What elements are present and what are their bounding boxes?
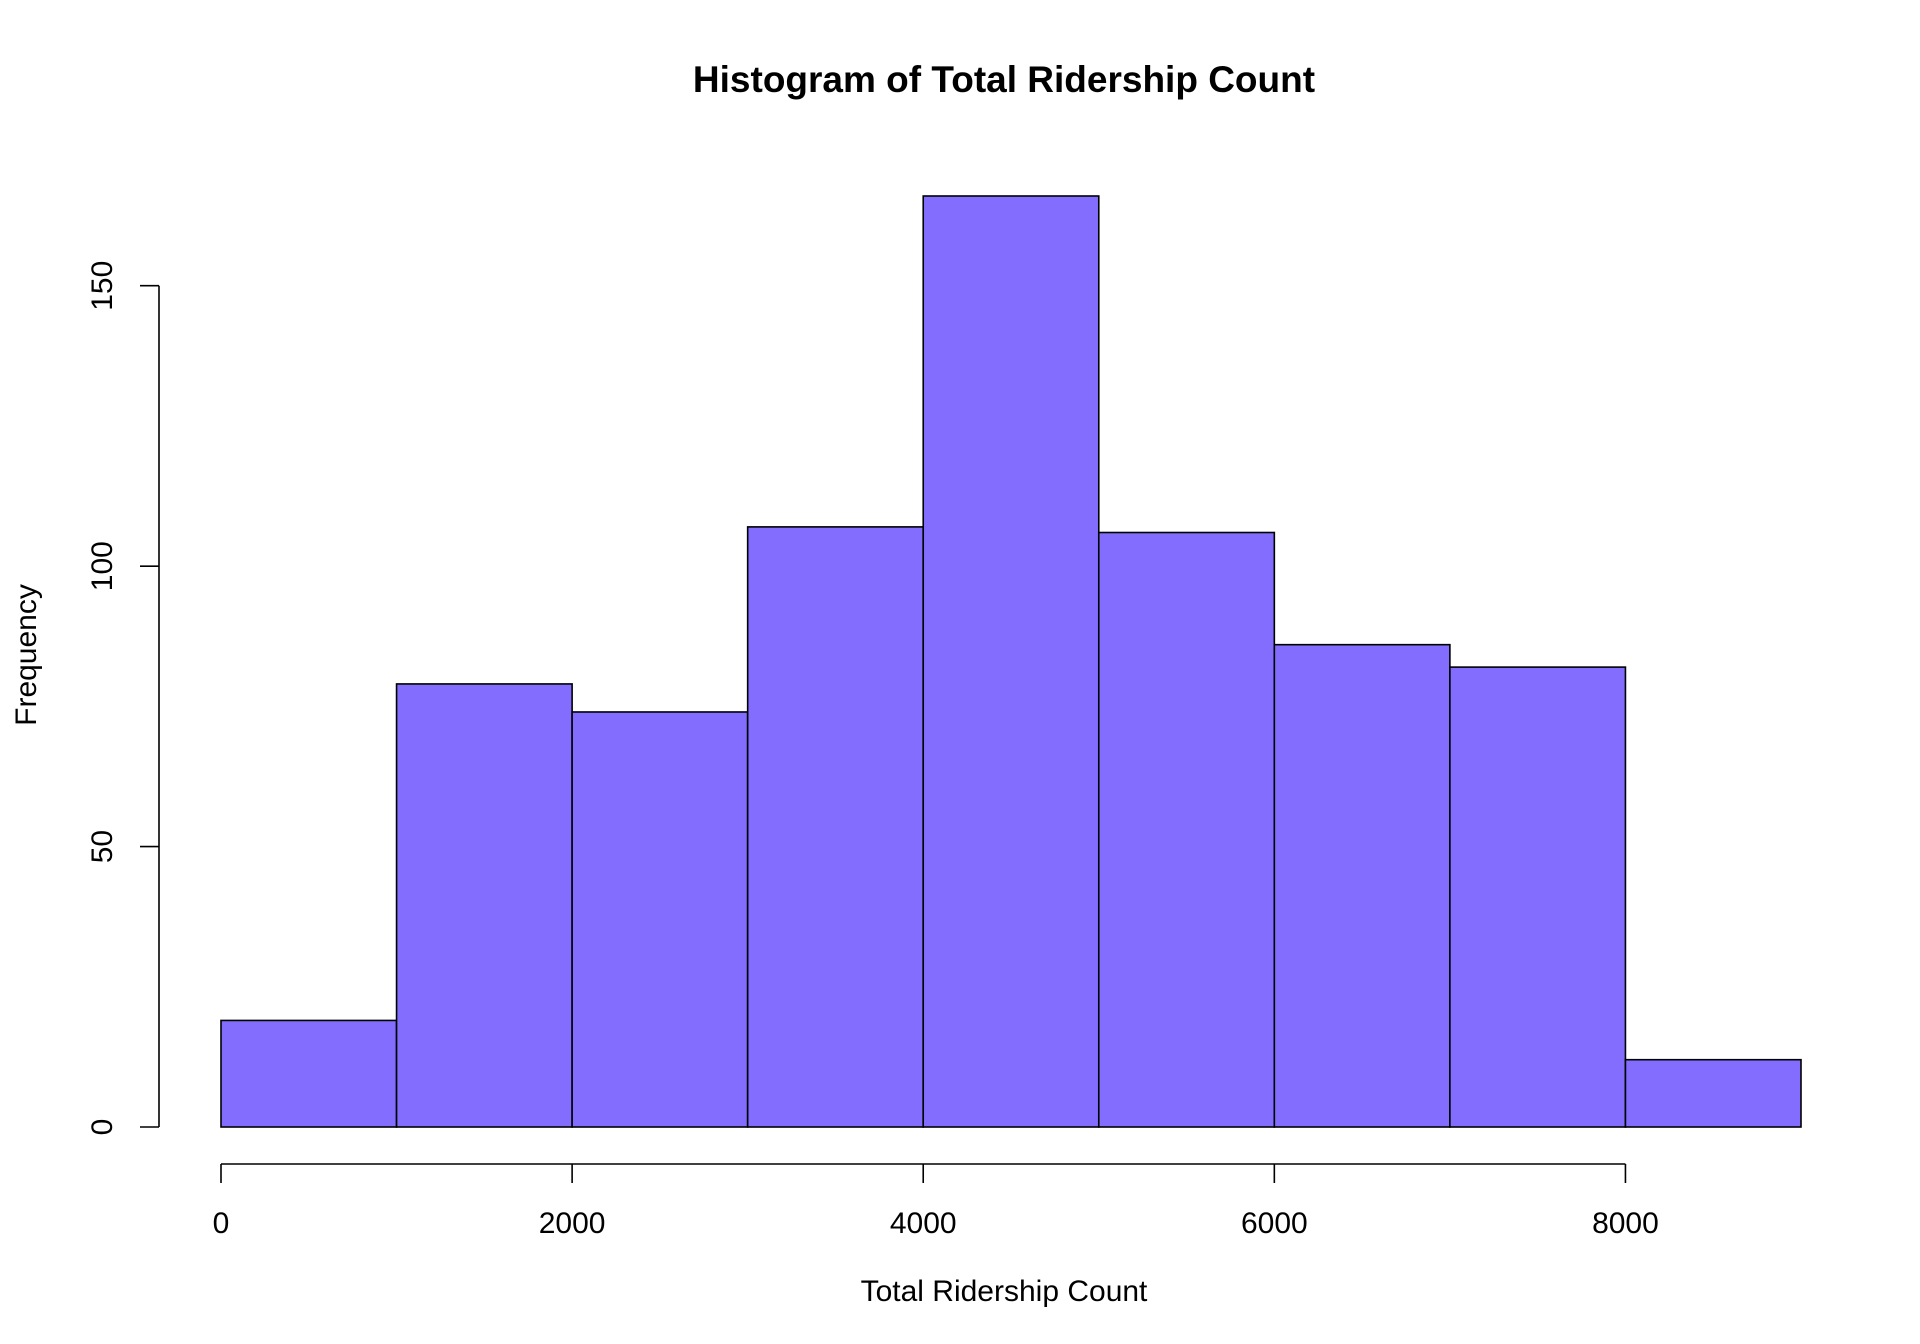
- histogram-bar: [746, 526, 925, 1128]
- x-tick-label: 0: [213, 1207, 230, 1240]
- histogram-bar: [922, 195, 1100, 1128]
- x-tick-label: 8000: [1592, 1207, 1659, 1240]
- x-tick-label: 4000: [890, 1207, 957, 1240]
- x-axis-label: Total Ridership Count: [861, 1275, 1148, 1308]
- y-axis-label: Frequency: [10, 584, 43, 726]
- histogram-bar: [395, 683, 573, 1128]
- x-tick-label: 6000: [1241, 1207, 1308, 1240]
- x-ticks: 0 2000 4000 6000 8000: [213, 1164, 1659, 1240]
- y-tick-label: 50: [86, 830, 119, 863]
- bars-group: [220, 195, 1802, 1128]
- y-axis: 0 50 100 150: [86, 261, 160, 1136]
- y-tick-label: 0: [86, 1119, 119, 1136]
- y-tick-label: 100: [86, 541, 119, 591]
- x-tick-label: 2000: [539, 1207, 606, 1240]
- histogram-bar: [1449, 666, 1627, 1128]
- chart-title: Histogram of Total Ridership Count: [693, 59, 1315, 100]
- y-tick-label: 150: [86, 261, 119, 311]
- histogram-bar: [571, 711, 749, 1128]
- histogram-bar: [1097, 531, 1276, 1128]
- x-axis: 0 2000 4000 6000 8000: [213, 1163, 1659, 1240]
- y-ticks: 0 50 100 150: [86, 261, 159, 1136]
- histogram-bar: [220, 1019, 398, 1128]
- histogram-bar: [1624, 1058, 1802, 1128]
- histogram-bar: [1273, 643, 1451, 1128]
